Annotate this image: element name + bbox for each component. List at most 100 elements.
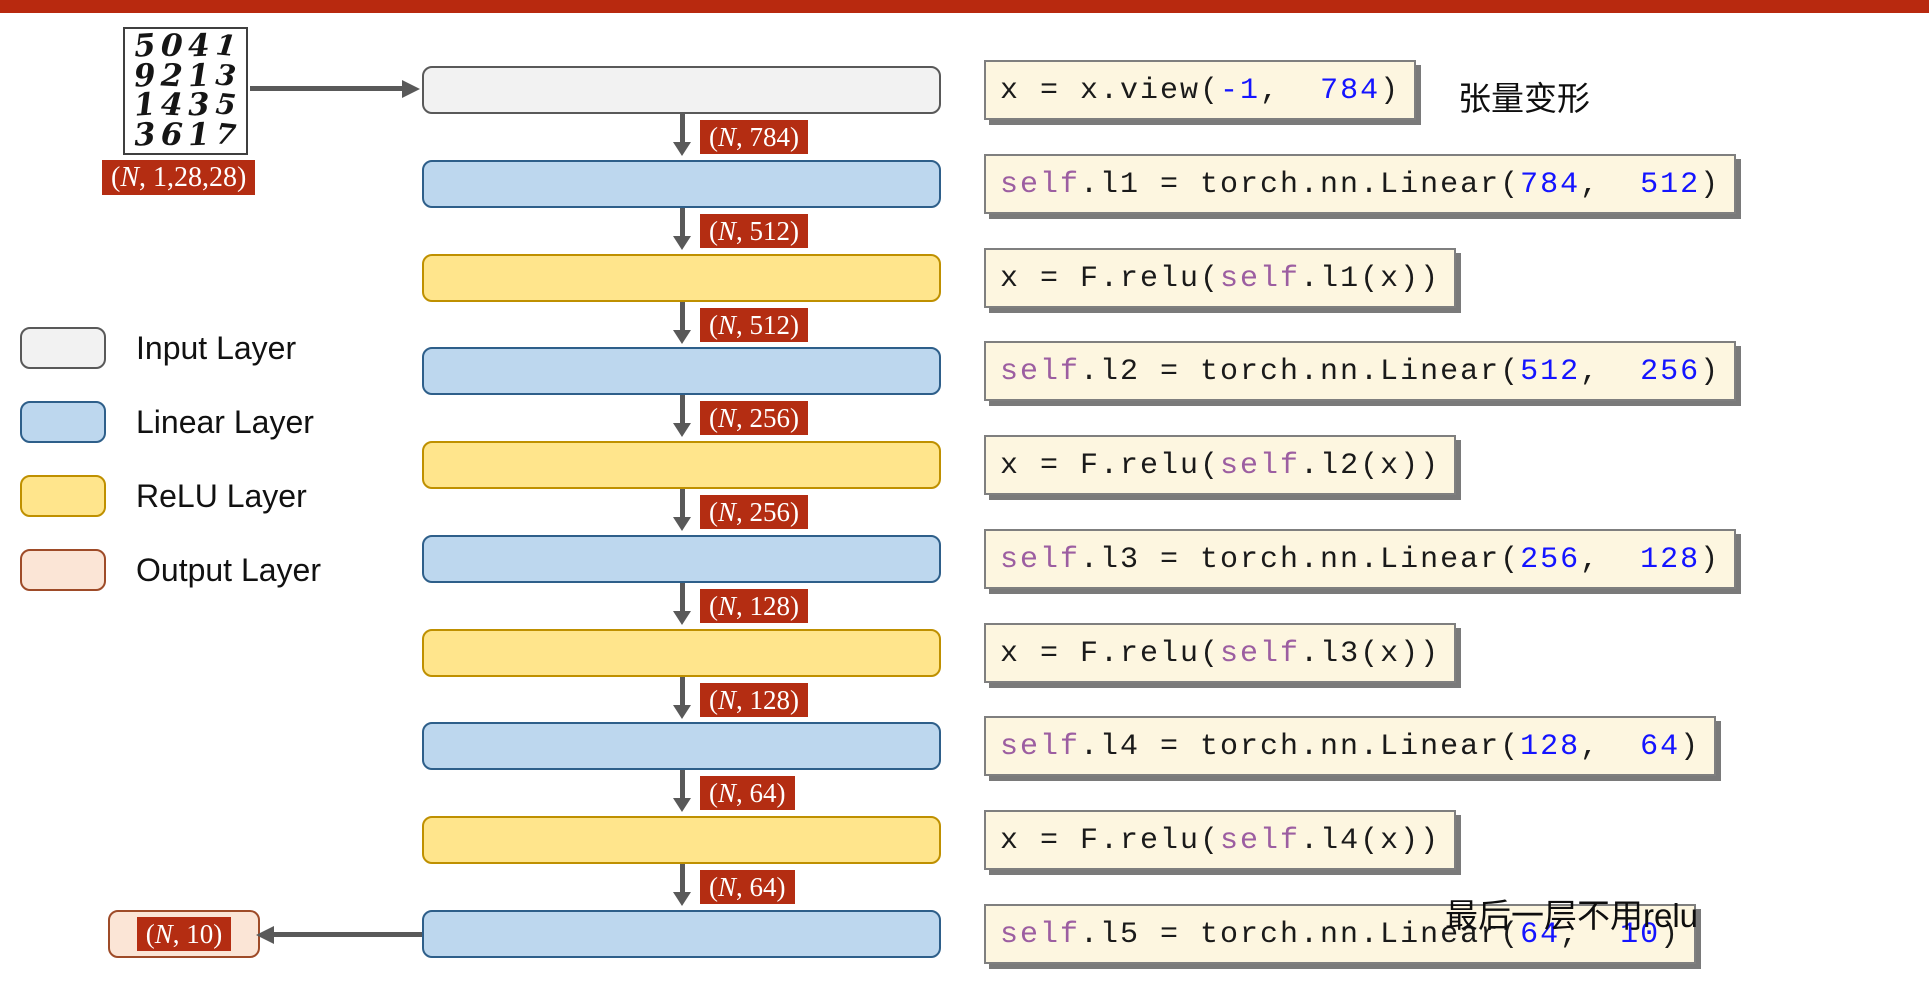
flow-arrow-head-icon xyxy=(673,798,691,812)
code-number: 256 xyxy=(1520,543,1581,577)
legend-item-output: Output Layer xyxy=(20,549,321,591)
flow-arrow-line xyxy=(680,302,685,332)
mnist-digit: 6 xyxy=(160,116,184,154)
input-layer-swatch-icon xyxy=(20,327,106,369)
flow-arrow-line xyxy=(680,114,685,144)
layer-box-linear-5 xyxy=(422,535,941,583)
code-text: , xyxy=(1580,730,1641,764)
legend-label: Output Layer xyxy=(136,551,321,588)
code-number: -1 xyxy=(1220,74,1261,108)
code-line-0: x = x.view(-1, 784) xyxy=(984,60,1417,120)
flow-arrow-line xyxy=(680,395,685,425)
top-accent-bar xyxy=(0,0,1929,13)
layer-box-linear-9 xyxy=(422,910,941,958)
flow-arrow-head-icon xyxy=(673,517,691,531)
code-keyword-self: self xyxy=(1000,918,1081,952)
output-layer-box: (N, 10) xyxy=(108,910,260,958)
flow-arrow-head-icon xyxy=(673,892,691,906)
flow-arrow-head-icon xyxy=(673,330,691,344)
mnist-digit: 4 xyxy=(187,27,211,65)
code-number: 512 xyxy=(1640,168,1701,202)
layer-box-relu-2 xyxy=(422,254,941,302)
code-text: , xyxy=(1580,543,1641,577)
code-text: x = F.relu( xyxy=(1000,637,1221,671)
code-line-5: self.l3 = torch.nn.Linear(256, 128) xyxy=(984,529,1737,589)
legend-label: Input Layer xyxy=(136,329,297,366)
code-keyword-self: self xyxy=(1000,730,1081,764)
mnist-digit: 7 xyxy=(214,117,238,153)
code-line-9: self.l5 = torch.nn.Linear(64, 10) xyxy=(984,904,1697,964)
code-text: ) xyxy=(1700,355,1721,389)
input-shape-badge: (N, 1,28,28) xyxy=(102,160,256,195)
code-line-4: x = F.relu(self.l2(x)) xyxy=(984,435,1457,495)
flow-arrow-line xyxy=(680,489,685,519)
code-text: x = F.relu( xyxy=(1000,449,1221,483)
code-line-1: self.l1 = torch.nn.Linear(784, 512) xyxy=(984,154,1737,214)
code-text: .l3 = torch.nn.Linear( xyxy=(1080,543,1521,577)
flow-arrow-head-icon xyxy=(673,236,691,250)
input-arrow-head-icon xyxy=(402,80,420,98)
tensor-shape-badge: (N, 256) xyxy=(700,401,809,435)
code-text: x = F.relu( xyxy=(1000,824,1221,858)
layer-box-relu-8 xyxy=(422,816,941,864)
flow-arrow-line xyxy=(680,677,685,707)
code-keyword-self: self xyxy=(1000,168,1081,202)
relu-layer-swatch-icon xyxy=(20,475,106,517)
layer-box-linear-3 xyxy=(422,347,941,395)
code-line-3: self.l2 = torch.nn.Linear(512, 256) xyxy=(984,341,1737,401)
layer-box-relu-4 xyxy=(422,441,941,489)
code-text: x = F.relu( xyxy=(1000,262,1221,296)
code-number: 784 xyxy=(1520,168,1581,202)
tensor-shape-badge: (N, 256) xyxy=(700,495,809,529)
code-number: 10 xyxy=(1620,918,1661,952)
code-text: ) xyxy=(1680,730,1701,764)
layer-box-relu-6 xyxy=(422,629,941,677)
tensor-shape-badge: (N, 512) xyxy=(700,308,809,342)
layer-box-input-0 xyxy=(422,66,941,114)
code-number: 64 xyxy=(1640,730,1681,764)
code-number: 256 xyxy=(1640,355,1701,389)
code-text: .l2 = torch.nn.Linear( xyxy=(1080,355,1521,389)
code-keyword-self: self xyxy=(1220,262,1301,296)
legend-label: ReLU Layer xyxy=(136,477,307,514)
annotation-tensor-reshape: 张量变形 xyxy=(1458,80,1590,117)
tensor-shape-badge: (N, 784) xyxy=(700,120,809,154)
mnist-digit: 1 xyxy=(214,28,238,64)
layer-box-linear-7 xyxy=(422,722,941,770)
code-line-7: self.l4 = torch.nn.Linear(128, 64) xyxy=(984,716,1717,776)
flow-arrow-line xyxy=(680,208,685,238)
legend-item-linear: Linear Layer xyxy=(20,401,314,443)
code-number: 128 xyxy=(1520,730,1581,764)
tensor-shape-badge: (N, 128) xyxy=(700,683,809,717)
code-text: , xyxy=(1260,74,1321,108)
code-text: , xyxy=(1560,918,1621,952)
code-keyword-self: self xyxy=(1000,543,1081,577)
layer-box-linear-1 xyxy=(422,160,941,208)
flow-arrow-head-icon xyxy=(673,705,691,719)
tensor-shape-badge: (N, 512) xyxy=(700,214,809,248)
code-text: .l4(x)) xyxy=(1300,824,1441,858)
flow-arrow-line xyxy=(680,583,685,613)
code-keyword-self: self xyxy=(1220,824,1301,858)
output-arrow-line xyxy=(272,932,422,937)
code-number: 64 xyxy=(1520,918,1561,952)
tensor-shape-badge: (N, 64) xyxy=(700,776,795,810)
output-shape-badge: (N, 10) xyxy=(136,917,232,951)
code-number: 784 xyxy=(1320,74,1381,108)
flow-arrow-head-icon xyxy=(673,423,691,437)
code-text: .l1(x)) xyxy=(1300,262,1441,296)
legend-item-input: Input Layer xyxy=(20,327,296,369)
code-number: 512 xyxy=(1520,355,1581,389)
code-text: x = x.view( xyxy=(1000,74,1221,108)
mnist-digit: 3 xyxy=(214,58,238,94)
code-keyword-self: self xyxy=(1220,637,1301,671)
tensor-shape-badge: (N, 64) xyxy=(700,870,795,904)
code-text: .l2(x)) xyxy=(1300,449,1441,483)
code-keyword-self: self xyxy=(1000,355,1081,389)
legend-item-relu: ReLU Layer xyxy=(20,475,307,517)
legend-label: Linear Layer xyxy=(136,403,314,440)
mnist-digit: 3 xyxy=(187,86,211,124)
